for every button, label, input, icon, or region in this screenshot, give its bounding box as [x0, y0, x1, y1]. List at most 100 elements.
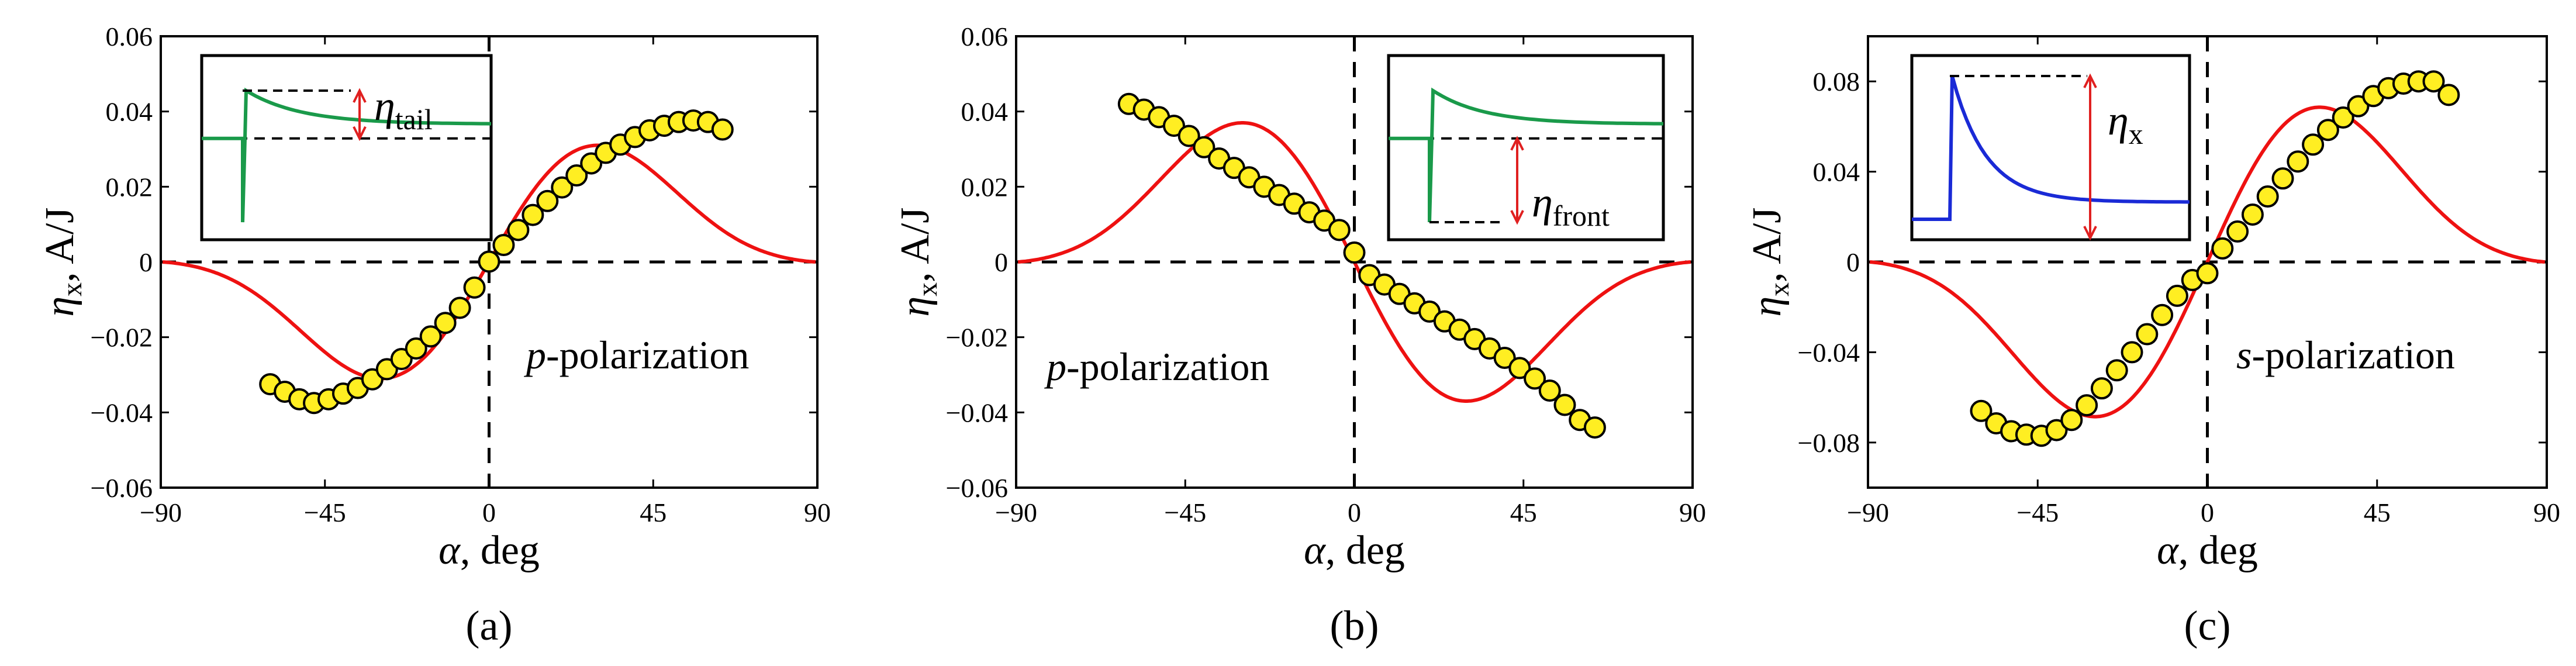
x-tick-label: 0	[1348, 498, 1361, 527]
eta-subscript: front	[1553, 199, 1610, 232]
fit-curve	[1870, 105, 2545, 419]
data-point	[2422, 70, 2445, 93]
inset-eta-label: ηtail	[374, 82, 433, 136]
y-tick-label: 0	[1846, 247, 1860, 277]
data-point	[2287, 150, 2309, 173]
y-tick-label: 0.02	[961, 172, 1009, 202]
data-point	[2256, 185, 2279, 208]
eta-symbol: η	[374, 82, 395, 129]
polarization-letter: p	[1044, 344, 1066, 389]
x-axis-symbol: α	[438, 528, 461, 573]
data-point	[1538, 379, 1561, 402]
data-point	[2060, 409, 2083, 432]
data-point	[1970, 399, 1993, 422]
y-tick-label: −0.08	[1798, 428, 1860, 458]
polarization-text: -polarization	[546, 333, 749, 377]
x-tick-label: −90	[140, 498, 182, 527]
data-point	[448, 296, 471, 319]
y-tick-label: 0	[139, 247, 153, 277]
data-point	[2241, 203, 2264, 226]
data-point	[2316, 119, 2339, 142]
data-point	[2347, 95, 2370, 118]
data-point	[1524, 367, 1546, 390]
polarization-annotation: p-polarization	[1044, 344, 1269, 389]
y-axis-unit: , A/J	[1745, 207, 1790, 282]
x-tick-label: −45	[1164, 498, 1206, 527]
data-point	[1583, 416, 1606, 439]
x-axis-symbol: α	[1304, 528, 1326, 573]
data-point	[711, 118, 734, 141]
data-point	[2136, 323, 2159, 346]
y-axis-label-text: ηx, A/J	[1745, 207, 1795, 316]
inset-arrowhead	[353, 88, 367, 103]
data-point	[492, 234, 515, 257]
x-axis-label: α, deg	[2157, 528, 2258, 573]
polarization-text: -polarization	[2252, 333, 2454, 377]
y-axis-subscript: x	[1764, 282, 1795, 296]
y-tick-label: −0.02	[946, 323, 1008, 353]
polarization-text: -polarization	[1066, 344, 1269, 389]
y-axis-symbol: η	[37, 296, 82, 317]
data-point	[536, 189, 559, 212]
data-point	[2166, 284, 2188, 307]
panel-label: (b)	[1330, 602, 1379, 649]
inset-signal	[1912, 75, 2190, 221]
data-point	[478, 250, 500, 273]
y-axis-label: ηx, A/J	[37, 207, 88, 316]
y-axis-subscript: x	[57, 282, 88, 296]
y-tick-label: −0.04	[1798, 337, 1860, 367]
y-axis-label-text: ηx, A/J	[893, 207, 943, 316]
x-axis-unit: , deg	[460, 528, 540, 573]
y-tick-label: 0.04	[106, 97, 153, 127]
data-point	[2437, 84, 2460, 106]
data-point	[1343, 241, 1366, 264]
panel-b: −90 −45 0 45 90 −0.06 −0.04 −0.02 0 0.02 0.04 0.06 α…	[893, 22, 1706, 649]
data-point	[2332, 106, 2354, 129]
data-point	[2076, 394, 2098, 417]
x-tick-label: −90	[995, 498, 1037, 527]
y-tick-label: 0.04	[1813, 157, 1860, 187]
y-axis-label-text: ηx, A/J	[37, 207, 88, 316]
data-point	[565, 164, 588, 187]
y-axis-label: ηx, A/J	[893, 207, 943, 316]
data-point	[405, 337, 427, 360]
x-axis-unit: , deg	[2178, 528, 2258, 573]
data-point	[2271, 167, 2294, 190]
data-point	[580, 152, 603, 175]
data-point	[2105, 359, 2128, 382]
x-tick-label: 0	[482, 498, 496, 527]
y-tick-label: 0.04	[961, 97, 1009, 127]
data-point	[1193, 136, 1216, 158]
y-axis-subscript: x	[912, 282, 943, 296]
data-point	[2045, 419, 2068, 441]
inset-arrowhead	[2083, 73, 2097, 88]
y-tick-label: 0.02	[106, 172, 153, 202]
x-axis-label: α, deg	[438, 528, 540, 573]
x-tick-label: 0	[2201, 498, 2214, 527]
inset: ηx	[1910, 54, 2191, 241]
eta-symbol: η	[1532, 179, 1553, 226]
polarization-letter: s	[2236, 333, 2252, 377]
y-tick-label: 0.06	[961, 22, 1009, 51]
inset: ηtail	[200, 54, 493, 241]
data-point	[2302, 133, 2325, 156]
x-tick-label: −45	[304, 498, 346, 527]
inset-eta-label: ηfront	[1532, 179, 1610, 232]
x-tick-label: 90	[804, 498, 831, 527]
y-axis-label: ηx, A/J	[1745, 207, 1795, 316]
data-point	[463, 276, 486, 299]
data-point	[2090, 377, 2113, 400]
x-axis-symbol: α	[2157, 528, 2179, 573]
x-tick-label: 45	[1510, 498, 1537, 527]
y-axis-unit: , A/J	[893, 207, 938, 282]
inset: ηfront	[1387, 54, 1665, 241]
x-tick-label: 45	[640, 498, 667, 527]
inset-frame	[1387, 54, 1665, 241]
data-point	[2121, 341, 2143, 364]
x-axis-unit: , deg	[1325, 528, 1405, 573]
x-tick-label: −90	[1847, 498, 1889, 527]
data-point	[551, 176, 574, 199]
data-point	[507, 219, 530, 241]
y-tick-label: 0.08	[1813, 67, 1860, 96]
y-tick-label: −0.06	[91, 473, 153, 503]
